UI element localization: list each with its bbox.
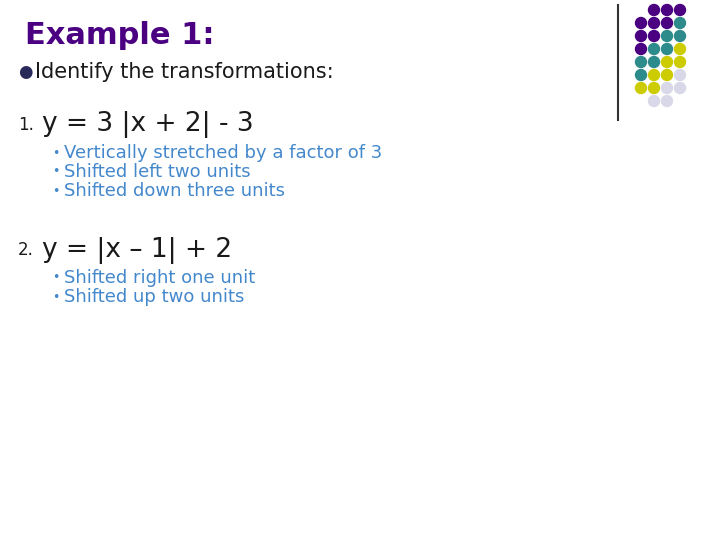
- Circle shape: [675, 83, 685, 93]
- Text: 1.: 1.: [18, 116, 34, 134]
- Circle shape: [662, 30, 672, 42]
- Circle shape: [636, 30, 647, 42]
- Circle shape: [662, 83, 672, 93]
- Circle shape: [675, 30, 685, 42]
- Circle shape: [662, 17, 672, 29]
- Circle shape: [636, 57, 647, 68]
- Text: Vertically stretched by a factor of 3: Vertically stretched by a factor of 3: [64, 144, 382, 162]
- Circle shape: [649, 44, 660, 55]
- Circle shape: [649, 57, 660, 68]
- Text: Shifted down three units: Shifted down three units: [64, 182, 285, 200]
- Circle shape: [649, 30, 660, 42]
- Circle shape: [662, 96, 672, 106]
- Circle shape: [649, 83, 660, 93]
- Text: Shifted right one unit: Shifted right one unit: [64, 269, 256, 287]
- Circle shape: [649, 70, 660, 80]
- Text: •: •: [52, 272, 59, 285]
- Circle shape: [636, 83, 647, 93]
- Text: •: •: [52, 146, 59, 159]
- Text: Shifted up two units: Shifted up two units: [64, 288, 244, 306]
- Text: ●: ●: [18, 63, 32, 81]
- Circle shape: [662, 70, 672, 80]
- Circle shape: [675, 57, 685, 68]
- Circle shape: [675, 17, 685, 29]
- Circle shape: [649, 17, 660, 29]
- Text: y = |x – 1| + 2: y = |x – 1| + 2: [42, 237, 232, 264]
- Circle shape: [636, 17, 647, 29]
- Text: Identify the transformations:: Identify the transformations:: [35, 62, 333, 82]
- Text: 2.: 2.: [18, 241, 34, 259]
- Text: y = 3 |x + 2| - 3: y = 3 |x + 2| - 3: [42, 111, 253, 138]
- Circle shape: [636, 70, 647, 80]
- Circle shape: [649, 4, 660, 16]
- Text: •: •: [52, 165, 59, 179]
- Circle shape: [675, 44, 685, 55]
- Circle shape: [649, 96, 660, 106]
- Text: •: •: [52, 291, 59, 303]
- Text: •: •: [52, 185, 59, 198]
- Circle shape: [662, 57, 672, 68]
- Circle shape: [675, 70, 685, 80]
- Circle shape: [662, 44, 672, 55]
- Circle shape: [662, 4, 672, 16]
- Text: Shifted left two units: Shifted left two units: [64, 163, 251, 181]
- Circle shape: [636, 44, 647, 55]
- Circle shape: [675, 4, 685, 16]
- Text: Example 1:: Example 1:: [25, 21, 215, 50]
